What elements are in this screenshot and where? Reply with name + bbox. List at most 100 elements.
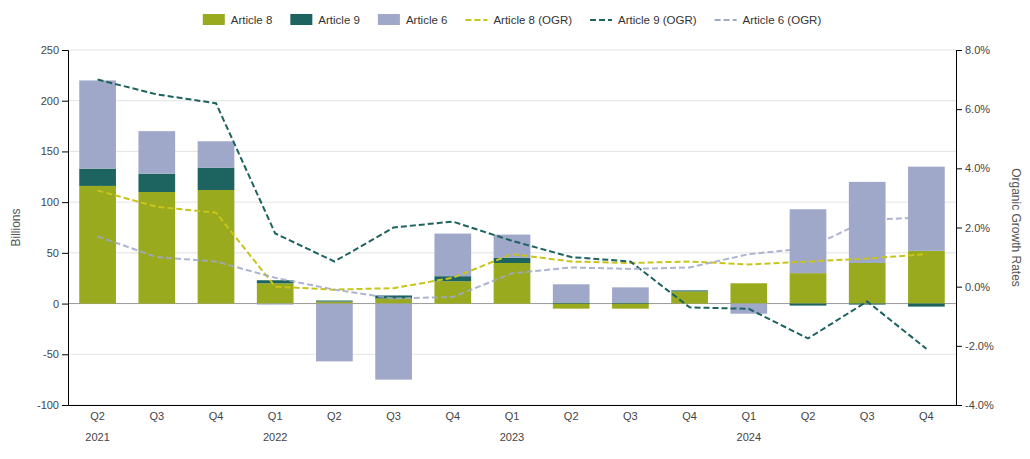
legend-label: Article 9 [318, 14, 360, 26]
bar [79, 80, 116, 168]
bar [375, 299, 412, 304]
bar [316, 302, 353, 304]
grid-line [68, 405, 956, 406]
x-tick: Q4 [682, 410, 697, 422]
y2-axis-title: Organic Growth Rates [1009, 168, 1023, 287]
x-tick: Q2 [564, 410, 579, 422]
y2-tick-mark [956, 228, 962, 229]
y2-tick-label: 8.0% [965, 44, 990, 56]
x-tick: Q4 [919, 410, 934, 422]
bar [612, 303, 649, 304]
bar [612, 304, 649, 309]
bar [257, 280, 294, 283]
y2-tick: 2.0% [956, 222, 990, 234]
bar [908, 167, 945, 251]
y2-tick-mark [956, 287, 962, 288]
bar [908, 304, 945, 307]
y-tick-label: 150 [41, 145, 59, 157]
y2-tick: 4.0% [956, 162, 990, 174]
legend-label: Article 8 (OGR) [493, 14, 572, 26]
bar [849, 263, 886, 304]
grid-line [68, 50, 956, 51]
y-tick-mark [62, 354, 68, 355]
axis-line [62, 51, 69, 406]
x-tick-label: Q2 [90, 410, 105, 422]
bar [316, 301, 353, 302]
y-axis-title: Billions [9, 208, 23, 246]
y2-tick-label: 4.0% [965, 162, 990, 174]
marks [79, 80, 945, 380]
y2-tick: 8.0% [956, 44, 990, 56]
grid [68, 50, 956, 405]
bar [138, 174, 175, 192]
bar [198, 168, 235, 190]
y2-tick-mark [956, 109, 962, 110]
line [98, 217, 927, 298]
x-tick: Q3 [149, 410, 164, 422]
x-tick-label: Q4 [209, 410, 224, 422]
y-tick: -100 [37, 399, 68, 411]
y-tick-mark [62, 304, 68, 305]
y2-tick: 6.0% [956, 103, 990, 115]
x-tick-label: Q1 [505, 410, 520, 422]
x-tick-label: Q3 [623, 410, 638, 422]
x-tick: Q3 [860, 410, 875, 422]
y-tick-mark [62, 151, 68, 152]
legend-label: Article 8 [231, 14, 273, 26]
x-tick-label: Q2 [564, 410, 579, 422]
y2-tick-mark [956, 346, 962, 347]
legend-swatch [378, 14, 400, 25]
year-label: 2021 [85, 431, 109, 443]
y2-tick-mark [956, 50, 962, 51]
y2-axis: -4.0%-2.0%0.0%2.0%4.0%6.0%8.0% [956, 44, 994, 411]
chart: Q2Q3Q4Q1Q2Q3Q4Q1Q2Q3Q4Q1Q2Q3Q42021202220… [0, 0, 1030, 459]
y-tick-label: -50 [43, 348, 59, 360]
bar [553, 303, 590, 304]
plot: Q2Q3Q4Q1Q2Q3Q4Q1Q2Q3Q4Q1Q2Q3Q42021202220… [9, 44, 1023, 443]
legend-item: Article 9 [290, 14, 360, 26]
bar-series [79, 80, 945, 379]
bar [849, 182, 886, 263]
legend-swatch [715, 19, 737, 21]
bar-series [79, 168, 945, 307]
bar [198, 141, 235, 167]
bar [612, 287, 649, 302]
y-tick-label: 200 [41, 95, 59, 107]
y-tick: -50 [43, 348, 68, 360]
x-tick-label: Q3 [386, 410, 401, 422]
bar [908, 251, 945, 304]
x-tick-label: Q2 [327, 410, 342, 422]
y2-tick-label: -4.0% [965, 399, 994, 411]
y-tick-mark [62, 101, 68, 102]
bar [494, 263, 531, 304]
x-tick: Q4 [209, 410, 224, 422]
x-tick-label: Q3 [860, 410, 875, 422]
y-tick: 0 [53, 298, 68, 310]
bar [198, 190, 235, 304]
x-tick: Q1 [741, 410, 756, 422]
line [98, 191, 927, 290]
legend-item: Article 6 [378, 14, 448, 26]
x-tick-label: Q1 [268, 410, 283, 422]
y2-tick-mark [956, 405, 962, 406]
bar [434, 281, 471, 303]
y2-tick: 0.0% [956, 281, 990, 293]
bar [138, 131, 175, 174]
y-tick: 250 [41, 44, 68, 56]
y2-tick-label: 2.0% [965, 222, 990, 234]
x-tick-label: Q3 [149, 410, 164, 422]
year-label: 2022 [263, 431, 287, 443]
bar [553, 284, 590, 302]
y-tick-label: 250 [41, 44, 59, 56]
legend-label: Article 9 (OGR) [618, 14, 697, 26]
bar [494, 235, 531, 258]
axis-line [957, 51, 963, 406]
y-tick-mark [62, 253, 68, 254]
bar [553, 304, 590, 309]
year-label: 2024 [737, 431, 761, 443]
y-tick-mark [62, 405, 68, 406]
x-tick: Q2 [90, 410, 105, 422]
x-tick: Q3 [386, 410, 401, 422]
bar [257, 304, 294, 305]
legend: Article 8 Article 9 Article 6 Article 8 (OG… [203, 14, 822, 26]
